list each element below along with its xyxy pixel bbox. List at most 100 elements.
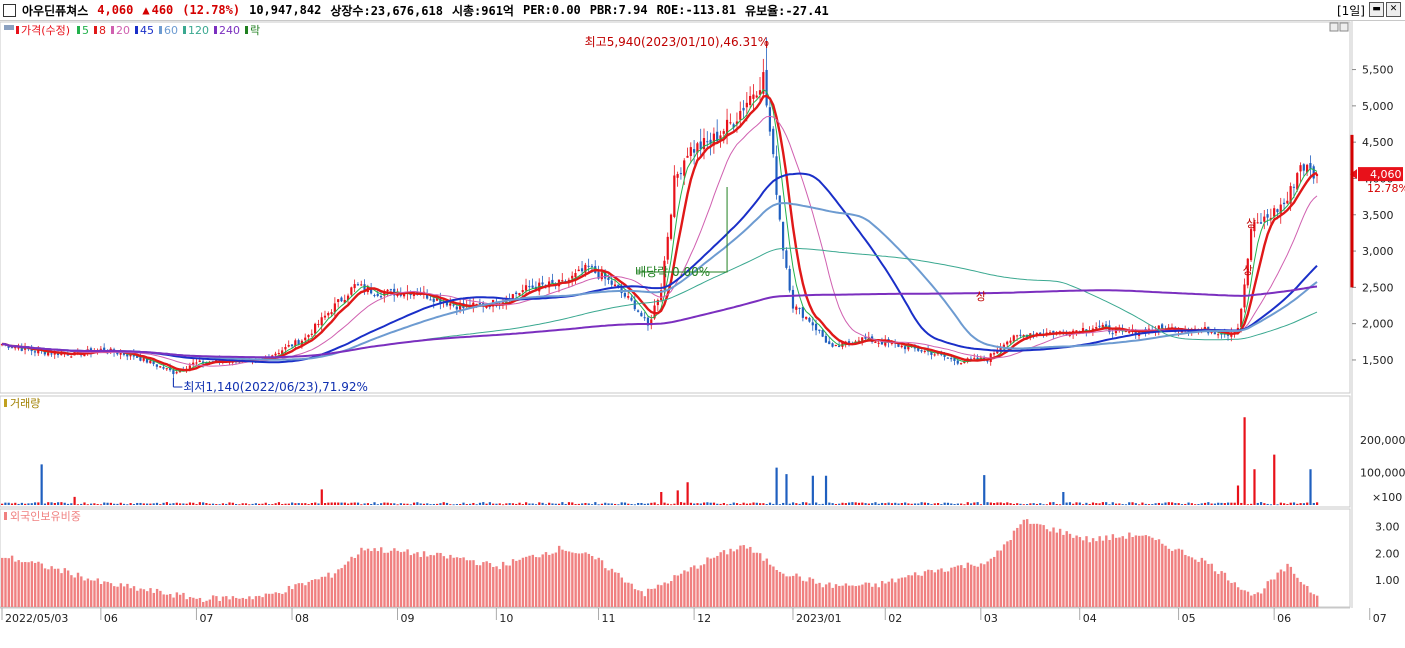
dividend-annotation: 배당락 0.00% bbox=[635, 265, 710, 279]
volume-bar bbox=[43, 503, 47, 505]
volume-bar bbox=[149, 503, 152, 505]
volume-bar bbox=[304, 503, 307, 505]
volume-bar bbox=[646, 503, 650, 505]
minimize-icon[interactable]: ▬ bbox=[1369, 2, 1384, 17]
foreign-bar bbox=[1217, 573, 1220, 607]
reserve-ratio: 유보율:-27.41 bbox=[745, 3, 829, 18]
foreign-bar bbox=[416, 552, 419, 607]
foreign-bar bbox=[103, 581, 106, 607]
foreign-bar bbox=[831, 587, 834, 607]
volume-bar bbox=[745, 503, 749, 505]
volume-bar bbox=[472, 502, 475, 505]
foreign-bar bbox=[1032, 523, 1035, 607]
candle-body bbox=[1266, 214, 1269, 218]
period-selector[interactable]: [1일] bbox=[1336, 4, 1365, 18]
foreign-bar bbox=[300, 583, 304, 607]
foreign-bar bbox=[999, 550, 1003, 607]
volume-bar bbox=[485, 503, 488, 505]
volume-bar bbox=[960, 503, 963, 505]
close-icon[interactable]: ✕ bbox=[1386, 2, 1401, 17]
candle-body bbox=[772, 128, 775, 155]
candle-body bbox=[426, 293, 429, 299]
candle-body bbox=[274, 353, 277, 356]
foreign-bar bbox=[917, 575, 920, 607]
candle-body bbox=[327, 313, 330, 316]
foreign-bar bbox=[1058, 528, 1062, 607]
candle-body bbox=[630, 297, 633, 301]
high-annotation: 최고5,940(2023/01/10),46.31% bbox=[585, 35, 770, 49]
volume-bar bbox=[264, 502, 267, 505]
volume-bar bbox=[1091, 502, 1095, 505]
foreign-bar bbox=[567, 551, 571, 607]
foreign-bar bbox=[755, 552, 759, 607]
candle-body bbox=[1075, 330, 1078, 332]
volume-bar bbox=[584, 502, 587, 505]
foreign-bar bbox=[818, 582, 821, 607]
volume-bar bbox=[1147, 504, 1151, 505]
candle-body bbox=[1157, 325, 1160, 331]
candle-body bbox=[99, 348, 102, 350]
foreign-bar bbox=[1154, 540, 1157, 607]
candle-body bbox=[1289, 186, 1292, 204]
price-tag-bg bbox=[1358, 167, 1403, 182]
volume-bar bbox=[884, 503, 887, 505]
volume-bar bbox=[225, 503, 228, 505]
volume-bar bbox=[1025, 504, 1029, 505]
volume-bar bbox=[238, 504, 241, 506]
volume-bar bbox=[297, 503, 300, 505]
volume-bar bbox=[969, 503, 973, 505]
volume-bar bbox=[165, 502, 168, 505]
volume-bar bbox=[86, 504, 89, 506]
volume-bar bbox=[1111, 502, 1114, 505]
foreign-bar bbox=[577, 553, 581, 607]
volume-bar bbox=[755, 502, 758, 505]
foreign-bar bbox=[966, 562, 970, 607]
foreign-bar bbox=[162, 594, 165, 607]
foreign-bar bbox=[511, 559, 515, 607]
foreign-bar bbox=[498, 569, 502, 607]
volume-bar bbox=[907, 503, 910, 505]
candle-body bbox=[402, 293, 406, 297]
candle-body bbox=[890, 342, 893, 344]
foreign-bar bbox=[633, 589, 637, 607]
x-tick-label: 2023/01 bbox=[796, 612, 842, 625]
foreign-bar bbox=[284, 592, 287, 607]
candle-body bbox=[350, 287, 353, 295]
ma-legend-mark-20 bbox=[111, 26, 114, 34]
candle-body bbox=[808, 317, 811, 322]
foreign-bar bbox=[897, 578, 900, 607]
foreign-bar bbox=[33, 562, 37, 607]
volume-bar bbox=[897, 503, 900, 505]
foreign-bar bbox=[113, 586, 116, 607]
foreign-bar bbox=[27, 562, 30, 607]
foreign-bar bbox=[478, 565, 482, 607]
volume-bar bbox=[146, 503, 149, 505]
x-tick-label: 03 bbox=[984, 612, 998, 625]
volume-bar bbox=[1032, 503, 1035, 505]
foreign-bar bbox=[1164, 545, 1167, 607]
foreign-bar bbox=[778, 571, 782, 607]
candle-body bbox=[996, 350, 999, 354]
foreign-bar bbox=[1197, 561, 1200, 607]
select-checkbox[interactable] bbox=[3, 3, 16, 17]
foreign-bar bbox=[459, 557, 462, 607]
volume-bar bbox=[857, 502, 861, 505]
foreign-bar bbox=[1019, 524, 1022, 607]
foreign-bar bbox=[867, 582, 871, 607]
foreign-bar bbox=[198, 597, 202, 607]
foreign-bar bbox=[165, 594, 169, 607]
volume-bar bbox=[729, 503, 732, 505]
volume-bar bbox=[1184, 503, 1187, 505]
foreign-bar bbox=[1105, 535, 1108, 607]
foreign-bar bbox=[864, 582, 867, 607]
volume-bar bbox=[442, 502, 445, 505]
foreign-bar bbox=[383, 552, 386, 607]
volume-bar bbox=[531, 503, 534, 505]
foreign-bar bbox=[261, 597, 264, 607]
volume-bar bbox=[561, 502, 564, 505]
volume-bar bbox=[1082, 504, 1085, 506]
foreign-bar bbox=[907, 575, 910, 607]
volume-bar bbox=[327, 502, 330, 505]
foreign-bar bbox=[1309, 592, 1312, 607]
